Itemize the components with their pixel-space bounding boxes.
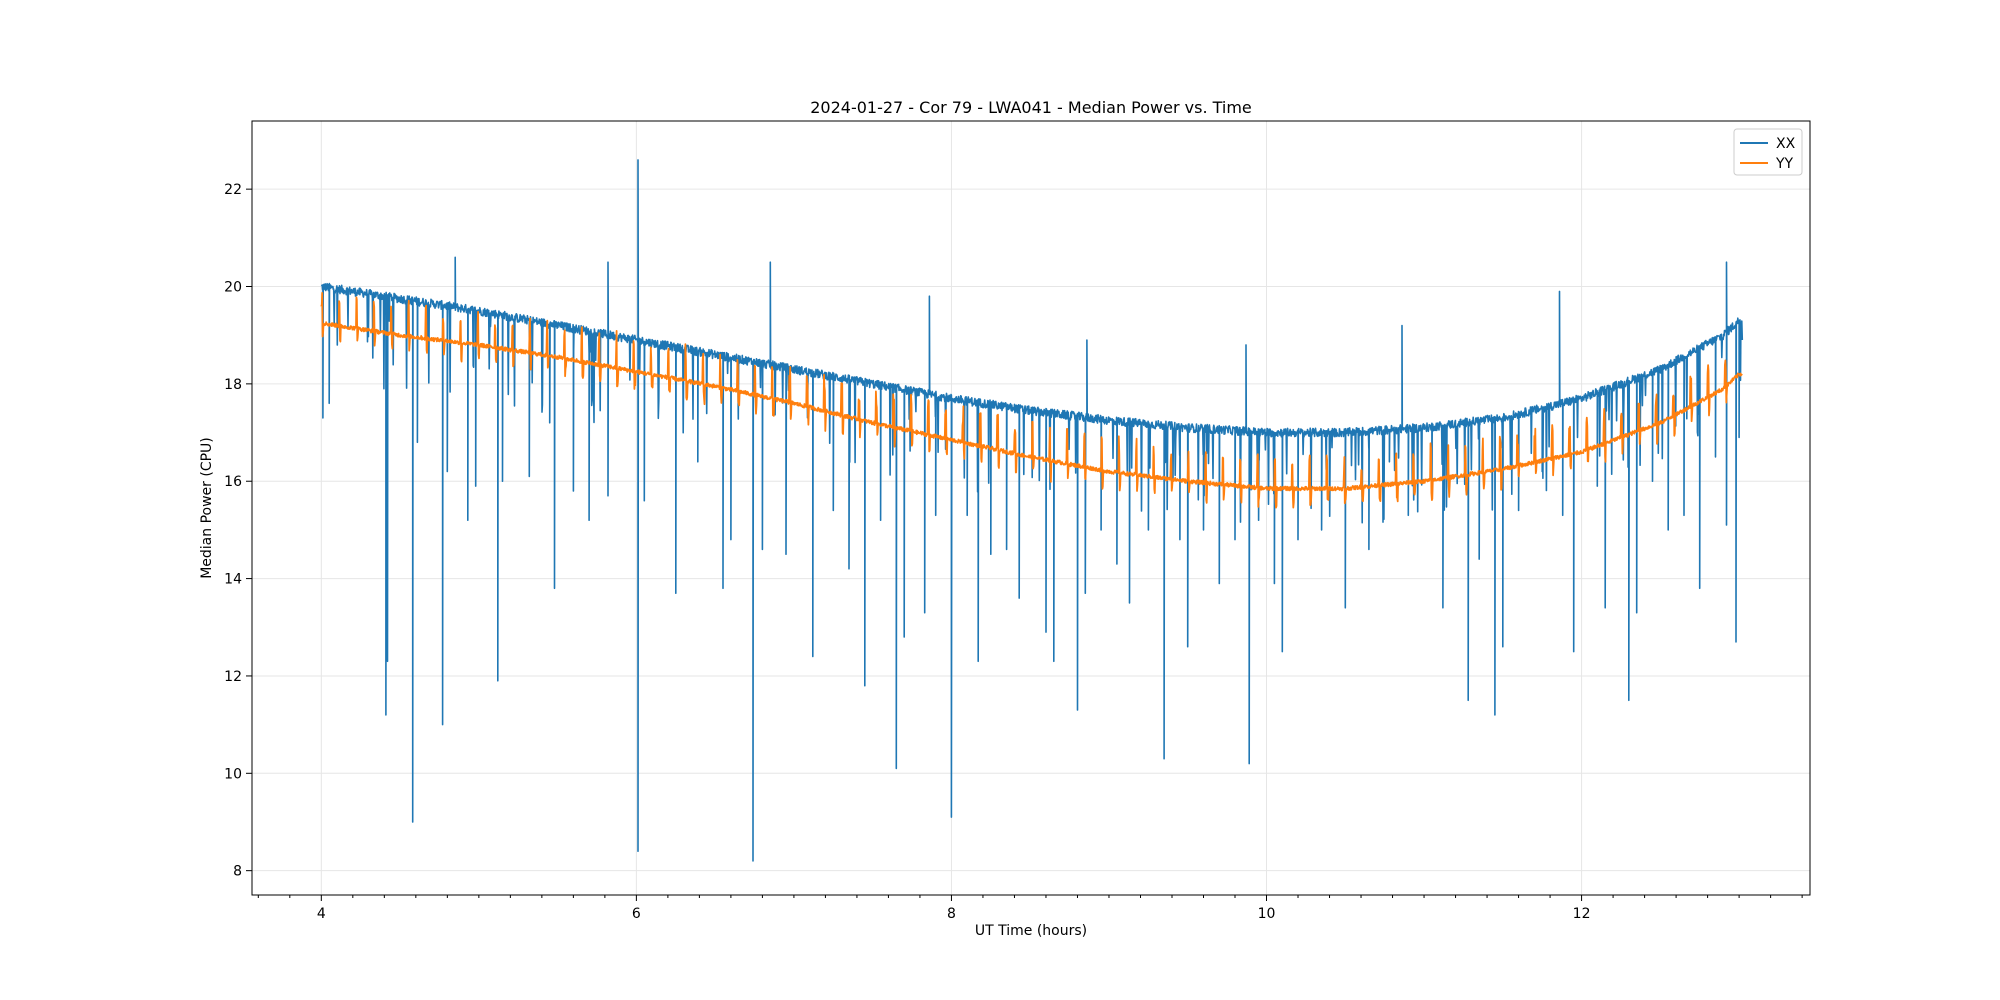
y-tick-label: 18 xyxy=(224,377,242,393)
y-tick-label: 10 xyxy=(224,766,242,782)
series-line-yy xyxy=(320,292,1743,509)
series-layer xyxy=(320,159,1744,862)
legend-label-yy: YY xyxy=(1775,156,1794,172)
legend-label-xx: XX xyxy=(1776,136,1796,152)
y-tick-label: 8 xyxy=(233,864,242,880)
legend: XX YY xyxy=(1733,128,1803,176)
y-tick-label: 16 xyxy=(224,474,242,490)
plot-frame xyxy=(251,120,1811,896)
x-axis-label: UT Time (hours) xyxy=(975,923,1087,939)
y-axis-label: Median Power (CPU) xyxy=(199,437,215,579)
x-tick-label: 10 xyxy=(1258,906,1276,922)
x-tick-label: 8 xyxy=(947,906,956,922)
x-tick-label: 12 xyxy=(1573,906,1591,922)
x-tick-label: 6 xyxy=(632,906,641,922)
ticks: 4 6 8 10 12 8 10 12 14 16 18 20 22 xyxy=(224,182,1803,922)
series-line-xx xyxy=(320,159,1744,862)
y-tick-label: 14 xyxy=(224,572,242,588)
x-tick-label: 4 xyxy=(317,906,326,922)
y-tick-label: 20 xyxy=(224,280,242,296)
y-tick-label: 22 xyxy=(224,182,242,198)
chart-title: 2024-01-27 - Cor 79 - LWA041 - Median Po… xyxy=(810,98,1252,117)
y-tick-label: 12 xyxy=(224,669,242,685)
